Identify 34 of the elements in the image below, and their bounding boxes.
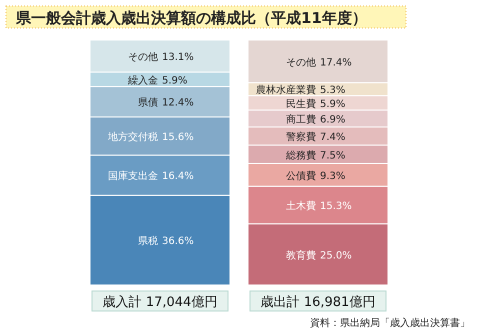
data-label: 5.3% bbox=[320, 85, 346, 96]
data-label: 12.4% bbox=[162, 98, 194, 109]
series-label: 教育費 bbox=[286, 249, 316, 262]
text: 資料：県出納局「歳入歳出決算書」 bbox=[310, 317, 470, 329]
x-tick-label: 歳出計 16,981億円 bbox=[260, 295, 376, 310]
series-label: 民生費 bbox=[286, 98, 316, 110]
data-label: 16.4% bbox=[162, 171, 194, 182]
data-label: 17.4% bbox=[320, 57, 352, 68]
data-label: 5.9% bbox=[320, 98, 346, 110]
data-label: 7.4% bbox=[320, 132, 346, 144]
data-label: 7.5% bbox=[320, 150, 346, 162]
data-label: 9.3% bbox=[320, 170, 346, 182]
series-label: その他 bbox=[128, 51, 158, 64]
chart-title: 県一般会計歳入歳出決算額の構成比（平成11年度） bbox=[15, 9, 367, 27]
series-label: 県税 bbox=[138, 235, 158, 248]
series-label: 総務費 bbox=[285, 149, 316, 162]
series-label: 繰入金 bbox=[127, 74, 158, 86]
data-label: 25.0% bbox=[320, 250, 352, 262]
series-label: 農林水産業費 bbox=[256, 84, 316, 96]
data-label: 5.9% bbox=[162, 75, 188, 86]
series-label: 商工費 bbox=[286, 114, 316, 126]
x-tick-label: 歳入計 17,044億円 bbox=[102, 295, 218, 310]
data-label: 15.3% bbox=[320, 201, 352, 212]
series-label: 警察費 bbox=[286, 131, 316, 144]
data-label: 6.9% bbox=[320, 114, 346, 126]
series-label: その他 bbox=[286, 56, 316, 68]
series-label: 県債 bbox=[138, 96, 158, 109]
series-label: 地方交付税 bbox=[107, 131, 158, 144]
series-label: 土木費 bbox=[286, 200, 316, 212]
data-label: 13.1% bbox=[162, 52, 194, 64]
series-label: 国庫支出金 bbox=[108, 170, 158, 182]
data-label: 15.6% bbox=[162, 132, 194, 144]
data-label: 36.6% bbox=[162, 236, 194, 248]
series-label: 公債費 bbox=[286, 170, 316, 182]
